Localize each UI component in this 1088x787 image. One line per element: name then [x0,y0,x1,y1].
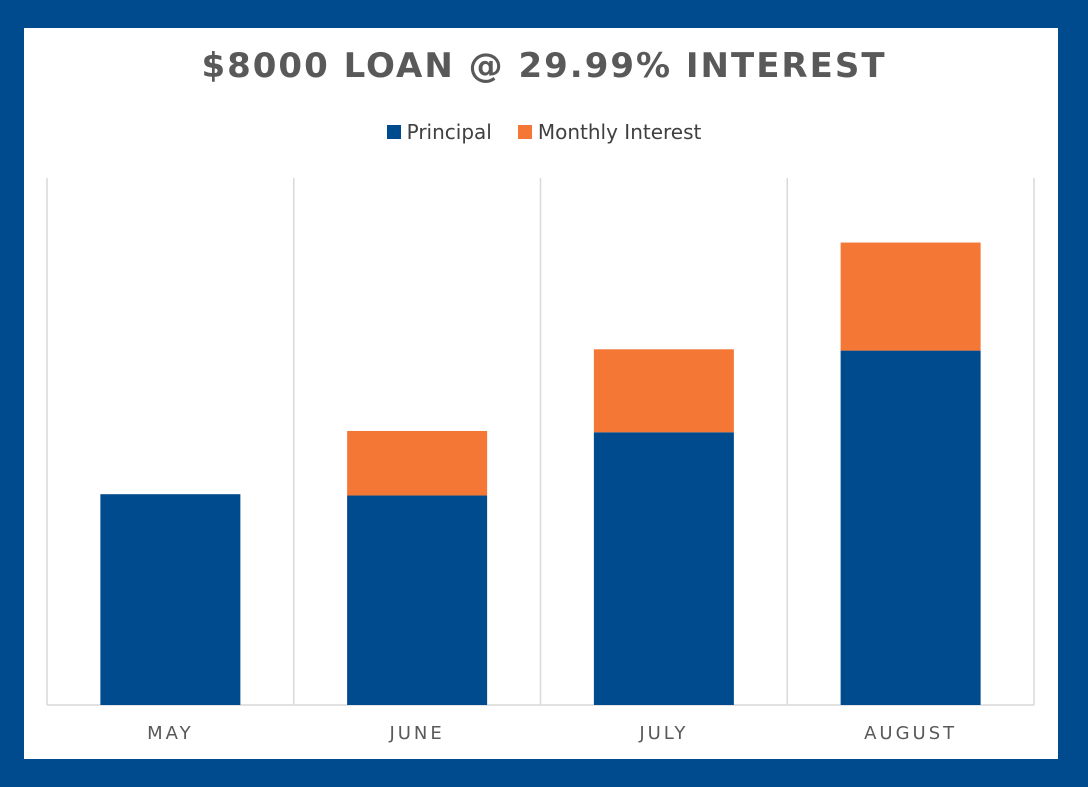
bar-principal-may [100,494,241,705]
bar-monthly-interest-july [593,349,734,433]
bar-principal-july [593,432,734,705]
legend-item-principal: Principal [386,120,492,144]
x-tick-label-june: JUNE [388,723,444,744]
x-tick-label-july: JULY [638,723,688,744]
x-tick-label-august: AUGUST [864,723,957,744]
bar-monthly-interest-june [347,430,488,496]
legend-swatch-principal [386,125,401,139]
legend-swatch-monthly-interest [517,125,532,139]
legend-item-monthly-interest: Monthly Interest [517,120,702,144]
x-tick-label-may: MAY [147,723,193,744]
bar-monthly-interest-august [840,242,981,351]
bar-principal-august [840,350,981,705]
chart-legend: Principal Monthly Interest [0,120,1088,144]
chart-title: $8000 LOAN @ 29.99% INTEREST [201,46,887,86]
legend-label-monthly-interest: Monthly Interest [537,120,702,144]
legend-label-principal: Principal [406,120,492,144]
bar-principal-june [347,495,488,705]
